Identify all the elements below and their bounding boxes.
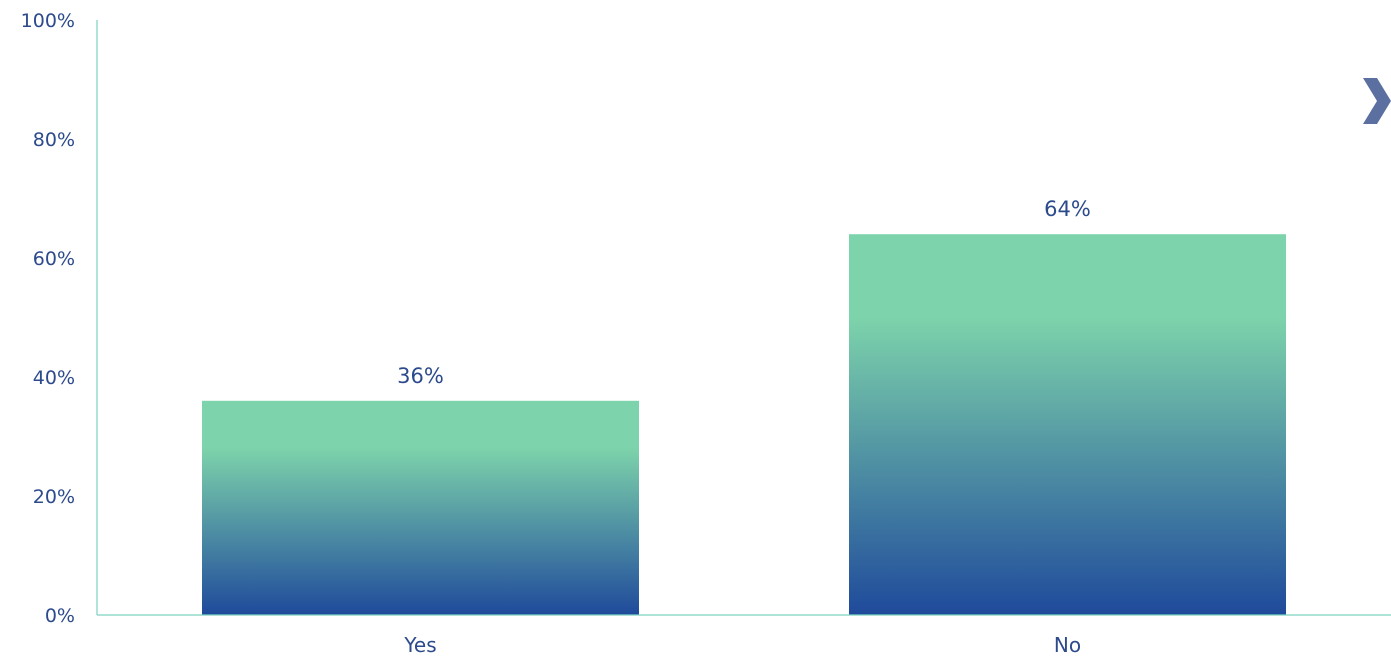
y-tick-label: 40% xyxy=(33,367,75,389)
y-tick-label: 80% xyxy=(33,129,75,151)
bars-group xyxy=(202,234,1286,615)
data-label: 64% xyxy=(1044,197,1091,221)
y-tick-label: 20% xyxy=(33,486,75,508)
x-category-label: Yes xyxy=(403,633,436,656)
chevron-right-icon[interactable] xyxy=(1362,76,1391,126)
y-tick-label: 60% xyxy=(33,248,75,270)
y-axis-ticks: 0% 20% 40% 60% 80% 100% xyxy=(21,10,75,627)
bar xyxy=(202,400,639,615)
y-tick-label: 100% xyxy=(21,10,75,32)
data-label: 36% xyxy=(397,364,444,388)
bar xyxy=(849,234,1286,615)
x-category-label: No xyxy=(1054,633,1081,656)
category-labels-group: Yes No xyxy=(403,633,1081,656)
data-labels-group: 36% 64% xyxy=(397,197,1091,388)
y-tick-label: 0% xyxy=(45,605,75,627)
